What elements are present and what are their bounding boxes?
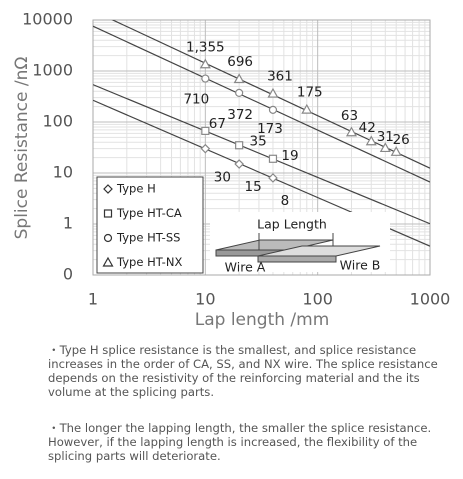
y-tick-label: 10 — [53, 163, 73, 182]
data-label: 35 — [250, 133, 267, 149]
y-axis-label: Splice Resistance /nΩ — [12, 57, 32, 240]
marker — [379, 142, 391, 153]
diagram-label: Wire A — [225, 260, 266, 275]
marker — [267, 87, 279, 98]
data-label: 15 — [245, 179, 262, 195]
data-label: 175 — [297, 85, 323, 101]
diagram-title: Lap Length — [257, 217, 327, 232]
x-tick-label: 100 — [302, 290, 333, 309]
data-label: 42 — [359, 120, 376, 136]
marker — [201, 126, 210, 135]
data-label: 31 — [377, 129, 394, 145]
data-label: 372 — [227, 107, 253, 123]
legend-label: Type HT-CA — [116, 206, 182, 220]
y-tick-label: 100 — [42, 112, 73, 131]
plot-frame — [92, 19, 431, 276]
marker — [390, 146, 402, 156]
trend-line — [93, 25, 430, 183]
marker — [103, 184, 113, 194]
marker — [345, 126, 358, 137]
data-label: 63 — [341, 108, 358, 124]
x-axis-label: Lap length /mm — [195, 310, 330, 330]
marker — [235, 88, 244, 98]
data-label: 361 — [267, 69, 293, 85]
data-label: 710 — [183, 92, 209, 108]
diagram-label: Wire B — [340, 258, 381, 273]
chart: Splice Resistance /nΩ Lap length /mm 1 10… — [12, 10, 451, 331]
marker — [268, 105, 278, 114]
marker — [200, 143, 211, 154]
marker — [268, 173, 278, 183]
marker — [233, 73, 245, 84]
marker — [103, 209, 113, 218]
trend-line — [93, 84, 430, 225]
legend-box — [96, 176, 204, 274]
marker — [234, 159, 244, 169]
data-label: 1,355 — [186, 39, 225, 55]
wire-b-side — [257, 255, 337, 263]
y-tick-label: 1000 — [32, 61, 73, 80]
marker — [103, 233, 113, 243]
data-label: 696 — [227, 54, 253, 70]
data-label: 67 — [209, 116, 226, 132]
data-label: 173 — [257, 121, 283, 137]
legend-label: Type HT-NX — [116, 255, 182, 269]
marker — [199, 58, 211, 69]
marker — [268, 154, 278, 163]
legend-label: Type H — [116, 182, 156, 196]
data-label: 26 — [393, 132, 410, 148]
note: ・Type H splice resistance is the smalles… — [48, 343, 438, 399]
x-tick-label: 1 — [88, 290, 98, 309]
data-label: 19 — [281, 148, 298, 164]
legend: Type H Type HT-CA Type HT-SS Type HT-NX — [96, 176, 204, 274]
marker — [301, 103, 313, 114]
marker — [201, 74, 210, 83]
data-label: 30 — [214, 170, 231, 186]
y-tick-label: 1 — [63, 214, 73, 233]
marker — [235, 141, 244, 150]
marker — [365, 135, 377, 146]
legend-label: Type HT-SS — [116, 231, 180, 245]
y-tick-label: 10000 — [22, 10, 73, 29]
data-label: 8 — [281, 193, 290, 209]
note: ・The longer the lapping length, the smal… — [48, 421, 432, 463]
x-tick-label: 1000 — [410, 290, 451, 309]
lap-diagram: Lap Length Wire A Wire B — [210, 212, 390, 275]
x-tick-label: 10 — [195, 290, 215, 309]
y-tick-label: 0 — [63, 265, 73, 284]
marker — [102, 256, 114, 267]
